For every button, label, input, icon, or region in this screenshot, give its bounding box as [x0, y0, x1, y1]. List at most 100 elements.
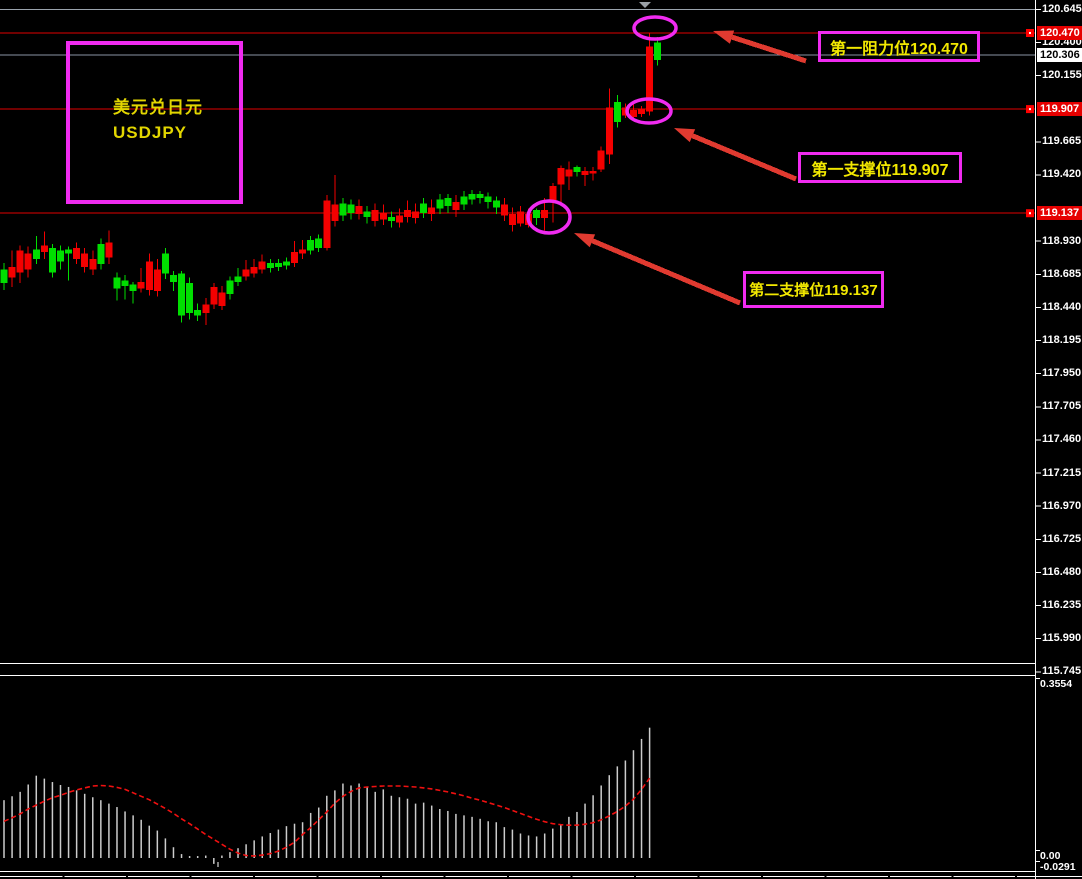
macd-histogram-bar — [188, 856, 191, 858]
candle-body — [89, 258, 97, 270]
candle-body — [40, 245, 48, 253]
candle-body — [412, 211, 420, 219]
price-tick-label: 115.990 — [1042, 632, 1082, 645]
annotation-arrow-head[interactable] — [713, 30, 735, 44]
support2-label: 第二支撑位119.137 — [749, 282, 878, 299]
level-line-handle-dot — [1029, 31, 1031, 34]
macd-histogram-bar — [180, 854, 183, 858]
macd-histogram-bar — [3, 800, 5, 858]
macd-histogram-bar — [59, 784, 62, 858]
candle-body — [16, 250, 24, 273]
candle-body — [315, 238, 323, 248]
candle-body — [508, 214, 516, 225]
macd-histogram-bar — [301, 822, 304, 858]
symbol-name-chinese: 美元兑日元 — [113, 98, 203, 117]
macd-histogram-bar — [140, 819, 142, 858]
candle-body — [24, 253, 32, 270]
candle-body — [186, 283, 194, 313]
annotation-arrow-shaft — [691, 133, 797, 182]
candle-body — [379, 212, 387, 220]
support2-label-box[interactable]: 第二支撑位119.137 — [743, 271, 884, 308]
macd-histogram-bar — [487, 821, 489, 858]
macd-histogram-bar — [374, 791, 376, 858]
highlight-ellipse[interactable] — [625, 97, 673, 125]
candle-body — [137, 281, 145, 289]
indicator-max-label: 0.3554 — [1040, 678, 1073, 690]
price-tick-label: 120.155 — [1042, 69, 1082, 82]
candle-body — [121, 280, 129, 286]
macd-histogram-bar — [495, 822, 498, 858]
candle-body — [32, 249, 40, 259]
macd-histogram-bar — [51, 782, 54, 858]
candle-body — [444, 197, 452, 207]
candle-body — [428, 207, 436, 215]
macd-histogram-bar — [447, 810, 449, 858]
macd-histogram-bar — [172, 847, 175, 858]
candle-body — [258, 261, 266, 270]
price-tick-label: 116.480 — [1042, 565, 1082, 578]
annotation-arrow-shaft — [591, 238, 741, 306]
support1-label: 第一支撑位119.907 — [811, 161, 949, 179]
candle-body — [613, 101, 621, 123]
candle-body — [460, 196, 468, 205]
macd-histogram-bar — [108, 803, 110, 858]
candle-body — [291, 252, 299, 263]
candle-body — [299, 249, 307, 254]
price-tick-label: 118.930 — [1042, 234, 1082, 247]
highlight-ellipse[interactable] — [632, 15, 678, 41]
price-tick-label: 118.440 — [1042, 300, 1082, 313]
macd-histogram-bar — [43, 778, 46, 858]
macd-histogram-bar — [229, 852, 231, 858]
candle-body — [202, 304, 210, 313]
macd-histogram-bar — [632, 750, 635, 858]
macd-histogram-bar — [648, 727, 651, 858]
price-tick-label: 116.725 — [1042, 532, 1082, 545]
candle-body — [468, 193, 476, 200]
candle-body — [420, 203, 428, 213]
candle-body — [250, 266, 258, 274]
price-tick-label: 119.420 — [1042, 168, 1082, 181]
candle-body — [573, 166, 581, 173]
annotation-arrow-head[interactable] — [674, 128, 696, 143]
macd-histogram-bar — [261, 836, 263, 858]
indicator-zero-label: 0.00 — [1040, 850, 1061, 862]
candle-body — [169, 274, 177, 282]
highlight-ellipse[interactable] — [526, 199, 572, 235]
resistance1-label-box[interactable]: 第一阻力位120.470 — [818, 31, 980, 62]
macd-histogram-bar — [293, 823, 296, 858]
candle-body — [654, 42, 662, 61]
macd-histogram-bar — [414, 803, 417, 858]
macd-histogram-bar — [221, 855, 223, 858]
macd-histogram-bar — [148, 825, 151, 858]
annotation-arrow-head[interactable] — [574, 233, 596, 248]
price-tick-label: 116.970 — [1042, 499, 1082, 512]
price-tick-label: 117.950 — [1042, 367, 1082, 380]
macd-histogram-bar — [124, 811, 126, 858]
candle-body — [8, 266, 16, 278]
macd-histogram-bar — [100, 800, 102, 858]
candle-body — [129, 284, 137, 292]
candle-body — [226, 280, 234, 294]
price-tick-label: 117.705 — [1042, 400, 1082, 413]
candle-body — [65, 249, 73, 254]
macd-histogram-bar — [527, 835, 530, 858]
candle-body — [145, 261, 153, 290]
price-tick-label: 120.645 — [1042, 2, 1082, 15]
candle-body — [565, 169, 573, 177]
macd-histogram-bar — [463, 815, 465, 858]
candle-body — [549, 185, 557, 202]
candle-body — [597, 150, 605, 170]
support1-label-box[interactable]: 第一支撑位119.907 — [798, 152, 962, 183]
macd-histogram-bar — [245, 844, 247, 858]
macd-histogram-bar — [600, 785, 602, 858]
macd-histogram-bar — [83, 793, 86, 858]
candle-body — [161, 253, 169, 274]
macd-histogram-bar — [156, 830, 159, 858]
macd-histogram-bar — [317, 807, 320, 858]
candle-body — [56, 250, 64, 262]
price-tick-label: 118.685 — [1042, 267, 1082, 280]
symbol-annotation-box[interactable]: 美元兑日元 USDJPY — [66, 41, 243, 204]
candle-body — [81, 253, 89, 267]
level-price-tag: 120.470 — [1037, 25, 1082, 40]
